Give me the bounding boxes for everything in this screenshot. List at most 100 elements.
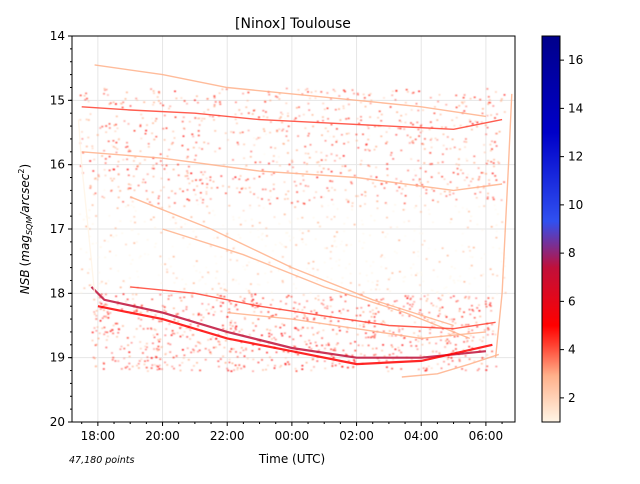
density-point: [109, 102, 112, 104]
density-point: [445, 103, 448, 106]
density-point: [268, 162, 270, 165]
density-point: [313, 196, 316, 199]
density-point: [213, 105, 216, 108]
density-point: [289, 267, 292, 269]
density-point: [357, 195, 360, 197]
density-point: [362, 93, 365, 96]
density-point: [486, 88, 489, 90]
density-point: [396, 355, 398, 358]
density-point: [270, 338, 273, 340]
density-point: [123, 120, 126, 122]
density-point: [116, 322, 119, 325]
density-point: [150, 310, 153, 313]
density-point: [269, 121, 272, 123]
density-point: [153, 101, 155, 104]
points-annotation: 47,180 points: [69, 455, 134, 466]
density-point: [327, 130, 329, 133]
density-point: [186, 170, 189, 172]
density-point: [317, 161, 320, 163]
density-point: [245, 288, 248, 290]
density-point: [468, 282, 471, 285]
density-point: [269, 190, 272, 192]
density-point: [423, 316, 426, 319]
density-point: [207, 303, 210, 306]
density-point: [103, 89, 106, 91]
density-point: [276, 130, 279, 133]
density-point: [391, 346, 394, 348]
density-point: [371, 347, 374, 350]
density-point: [268, 335, 271, 338]
colorbar-tick-label-2: 6: [568, 294, 576, 308]
density-point: [280, 243, 283, 246]
density-point: [310, 91, 313, 94]
density-point: [150, 88, 153, 90]
density-point: [192, 348, 194, 351]
density-point: [163, 309, 166, 312]
density-point: [347, 132, 350, 135]
density-point: [378, 360, 381, 362]
density-point: [327, 118, 330, 120]
density-point: [272, 314, 274, 317]
density-point: [116, 336, 118, 338]
density-point: [135, 241, 138, 243]
density-point: [274, 364, 276, 367]
density-point: [110, 190, 113, 192]
density-point: [157, 100, 160, 102]
density-point: [463, 94, 466, 96]
density-point: [386, 288, 389, 290]
density-point: [347, 103, 350, 106]
density-point: [355, 314, 358, 317]
density-point: [119, 190, 122, 192]
density-point: [244, 187, 247, 190]
density-point: [87, 119, 90, 121]
density-point: [252, 298, 255, 301]
density-point: [312, 216, 315, 219]
density-point: [450, 218, 453, 220]
density-point: [91, 243, 94, 245]
density-point: [109, 177, 112, 180]
density-point: [127, 174, 130, 177]
density-point: [429, 139, 432, 141]
density-point: [301, 216, 304, 219]
density-point: [293, 301, 296, 304]
density-point: [304, 315, 307, 318]
density-point: [294, 345, 296, 348]
density-point: [445, 286, 448, 289]
density-point: [135, 293, 138, 296]
density-point: [342, 349, 345, 352]
density-point: [147, 146, 150, 148]
density-point: [219, 287, 222, 290]
density-point: [80, 291, 83, 294]
density-point: [90, 186, 92, 188]
density-point: [447, 363, 450, 366]
density-point: [487, 297, 490, 299]
density-point: [410, 109, 413, 111]
density-point: [448, 193, 451, 196]
density-point: [272, 160, 275, 162]
density-point: [322, 299, 325, 301]
density-point: [438, 352, 441, 354]
density-point: [488, 99, 491, 101]
density-point: [99, 301, 101, 304]
density-point: [151, 117, 153, 120]
density-point: [167, 196, 170, 199]
density-point: [467, 324, 470, 326]
density-point: [105, 282, 107, 285]
density-point: [329, 257, 332, 260]
density-point: [316, 171, 319, 173]
density-point: [419, 125, 422, 127]
density-point: [365, 143, 368, 145]
density-point: [458, 148, 461, 151]
density-point: [381, 231, 384, 234]
density-point: [166, 268, 168, 271]
density-point: [87, 272, 90, 274]
density-point: [194, 154, 197, 157]
density-point: [493, 158, 496, 161]
density-point: [373, 336, 376, 339]
density-point: [500, 100, 503, 102]
density-point: [414, 138, 417, 141]
density-point: [430, 302, 433, 305]
density-point: [368, 94, 371, 96]
density-point: [238, 178, 241, 180]
density-point: [350, 182, 353, 185]
